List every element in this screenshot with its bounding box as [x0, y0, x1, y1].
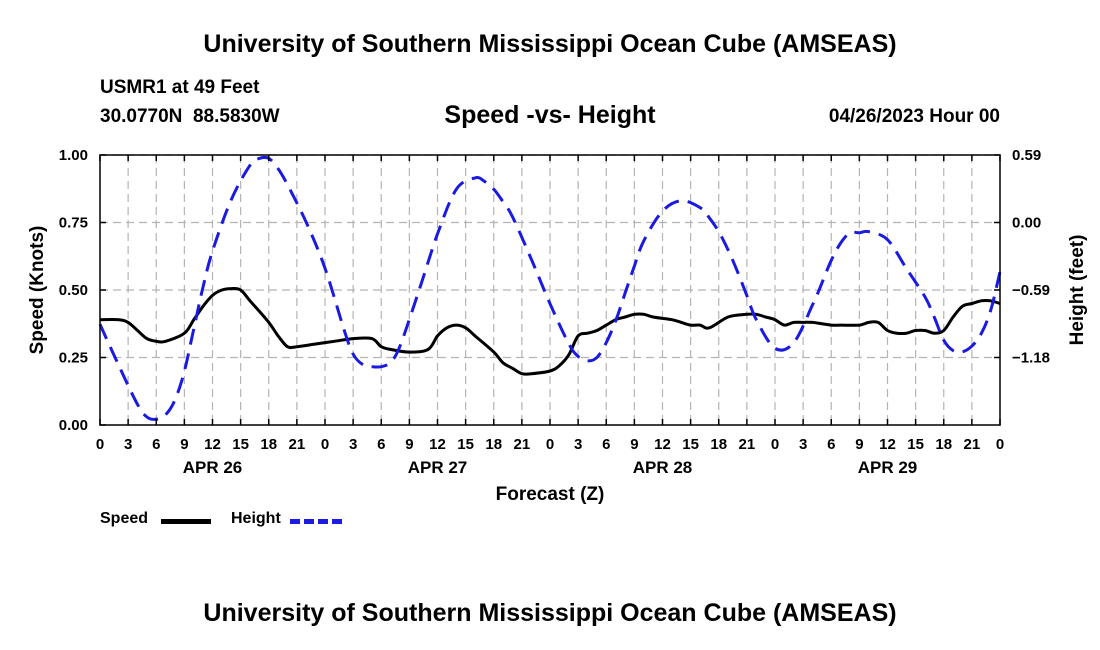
y-tick-label: 0.50	[59, 282, 88, 299]
x-tick-label: 18	[260, 436, 277, 453]
y2-tick-label: 0.00	[1012, 215, 1041, 232]
speed-series-line	[99, 287, 1001, 376]
y2-tick-label: −0.59	[1012, 282, 1050, 299]
chart-title: University of Southern Mississippi Ocean…	[203, 30, 897, 58]
x-tick-label: 0	[996, 436, 1004, 453]
x-tick-label: 15	[682, 436, 699, 453]
series-layer	[98, 155, 1002, 421]
y-axis-title: Speed (Knots)	[27, 226, 48, 355]
y-tick-label: 0.75	[59, 215, 88, 232]
x-tick-label: 3	[799, 436, 807, 453]
x-tick-label: 12	[429, 436, 446, 453]
x-tick-label: 15	[907, 436, 924, 453]
x-tick-label: 9	[180, 436, 188, 453]
legend-height-swatch	[290, 519, 342, 524]
x-tick-label: 18	[935, 436, 952, 453]
chart-subtitle: Speed -vs- Height	[444, 101, 656, 129]
legend-speed-swatch	[161, 519, 211, 524]
height-series-line	[98, 155, 1002, 421]
x-tick-label: 3	[124, 436, 132, 453]
y-tick-label: 0.25	[59, 350, 88, 367]
date-label: APR 28	[633, 458, 693, 477]
x-tick-label: 6	[377, 436, 385, 453]
x-tick-label: 3	[574, 436, 582, 453]
x-tick-label: 21	[514, 436, 531, 453]
x-tick-label: 12	[204, 436, 221, 453]
x-tick-label: 21	[739, 436, 756, 453]
x-tick-label: 0	[96, 436, 104, 453]
x-tick-label: 12	[654, 436, 671, 453]
x-tick-label: 18	[710, 436, 727, 453]
x-tick-label: 9	[855, 436, 863, 453]
footer-title: University of Southern Mississippi Ocean…	[203, 599, 897, 627]
x-tick-label: 21	[289, 436, 306, 453]
date-label: APR 29	[858, 458, 918, 477]
y-tick-label: 0.00	[59, 417, 88, 434]
x-axis-title: Forecast (Z)	[496, 484, 605, 505]
date-label: APR 26	[183, 458, 243, 477]
x-tick-label: 15	[232, 436, 249, 453]
x-tick-label: 9	[405, 436, 413, 453]
x-tick-label: 0	[771, 436, 779, 453]
x-tick-label: 15	[457, 436, 474, 453]
x-tick-label: 9	[630, 436, 638, 453]
y2-tick-label: −1.18	[1012, 350, 1050, 367]
legend-speed-label: Speed	[100, 510, 149, 527]
y2-tick-label: 0.59	[1012, 147, 1041, 164]
legend-height-label: Height	[231, 510, 281, 527]
axis-layer: 0 3 6 9 12 15 18 21 0 3 6 9 12 15 18 21 0 3 6 9 12 15 18 21 0 3 6 9…	[27, 147, 1088, 505]
y-tick-label: 1.00	[59, 147, 88, 164]
timestamp-label: 04/26/2023 Hour 00	[828, 106, 1000, 127]
station-label: USMR1 at 49 Feet	[100, 77, 260, 98]
x-tick-label: 0	[546, 436, 554, 453]
x-tick-label: 0	[321, 436, 329, 453]
x-tick-label: 6	[827, 436, 835, 453]
y2-axis-title: Height (feet)	[1067, 235, 1088, 346]
coordinates-label: 30.0770N 88.5830W	[100, 106, 280, 127]
x-tick-label: 6	[602, 436, 610, 453]
x-tick-label: 3	[349, 436, 357, 453]
x-tick-label: 6	[152, 436, 160, 453]
x-tick-label: 21	[964, 436, 981, 453]
date-label: APR 27	[408, 458, 468, 477]
x-tick-label: 12	[879, 436, 896, 453]
x-tick-label: 18	[485, 436, 502, 453]
